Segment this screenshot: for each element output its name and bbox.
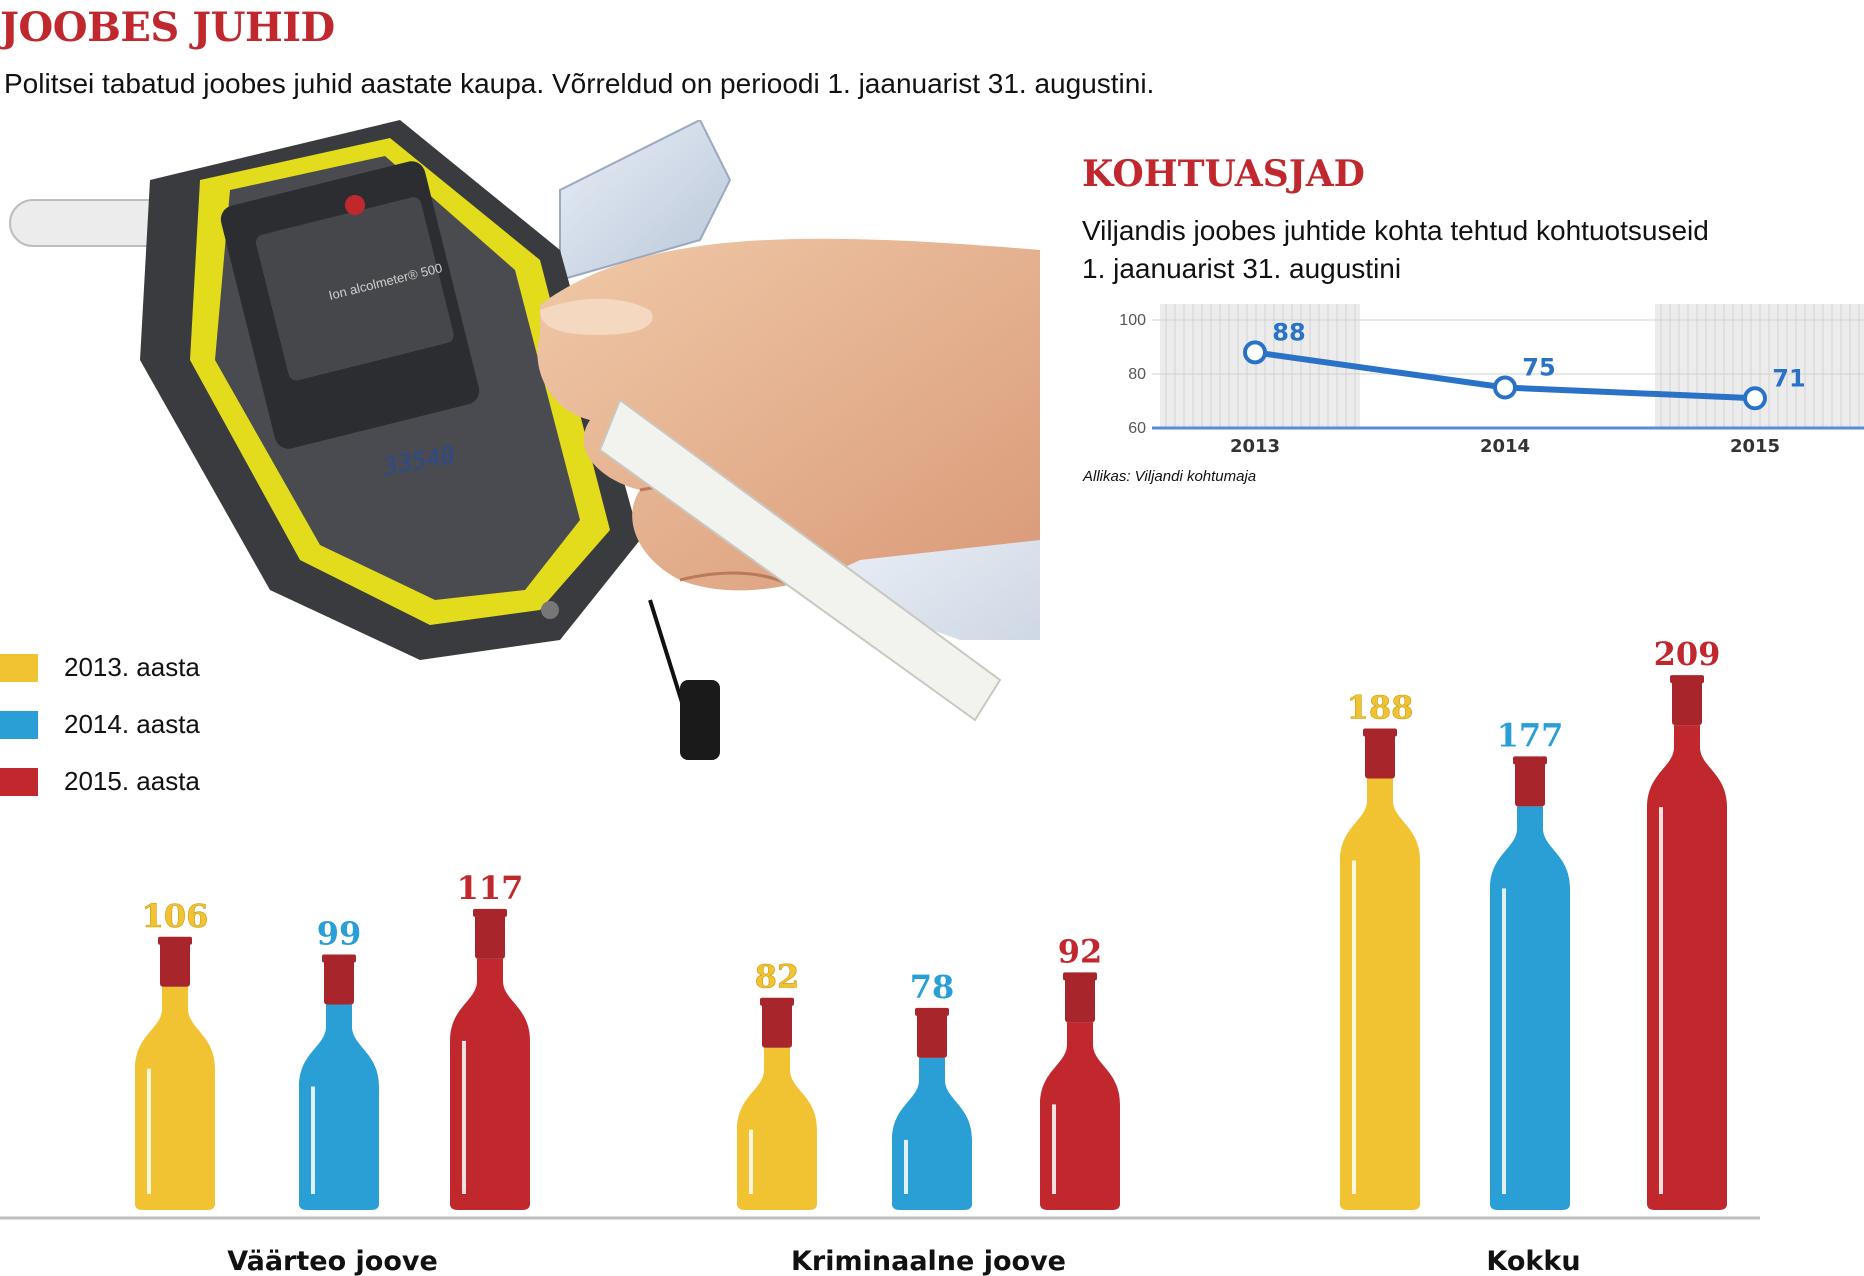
bottle-cap-rim	[1363, 728, 1397, 737]
legend-label-2014: 2014. aasta	[64, 709, 200, 739]
bottle-2-0	[1340, 728, 1420, 1210]
bottle-body	[135, 986, 215, 1210]
data-point	[1493, 375, 1517, 400]
court-cases-line-chart: 60 80 100 2013 2014 2015 88 75 71	[1119, 304, 1864, 457]
bottle-2-1	[1490, 756, 1570, 1210]
value-label: 78	[910, 968, 955, 1006]
bottle-body	[299, 1004, 379, 1210]
value-label: 177	[1497, 716, 1564, 754]
bottle-body	[1490, 806, 1570, 1210]
y-tick-label: 60	[1128, 420, 1146, 437]
value-label: 106	[142, 897, 209, 935]
bottle-body	[450, 958, 530, 1210]
bottle-cap-rim	[1063, 972, 1097, 981]
bottle-body	[1340, 778, 1420, 1210]
x-tick-label: 2013	[1230, 436, 1280, 457]
legend-label-2013: 2013. aasta	[64, 652, 200, 682]
y-tick-label: 100	[1119, 312, 1146, 329]
bottle-cap	[324, 958, 354, 1005]
page-subtitle: Politsei tabatud joobes juhid aastate ka…	[4, 68, 1155, 99]
value-label: 82	[755, 958, 800, 996]
page-title: JOOBES JUHID	[0, 4, 335, 51]
y-tick-label: 80	[1128, 366, 1146, 383]
bottle-cap-rim	[1513, 756, 1547, 765]
bottle-1-2	[1040, 972, 1120, 1210]
data-point	[1743, 386, 1767, 411]
source-note: Allikas: Viljandi kohtumaja	[1083, 468, 1257, 485]
value-label: 188	[1347, 688, 1414, 726]
legend-item-2015: 2015. aasta	[0, 764, 240, 800]
x-tick-label: 2014	[1480, 436, 1530, 457]
bottle-cap	[1065, 976, 1095, 1023]
value-label: 99	[317, 915, 362, 953]
x-tick-label: 2015	[1730, 436, 1780, 457]
breathalyzer-photo: Ion alcolmeter® 500 33540	[9, 120, 1040, 760]
hand	[537, 238, 1040, 591]
breathalyzer-device: Ion alcolmeter® 500 33540	[140, 120, 720, 760]
category-label: Kokku	[1486, 1246, 1580, 1276]
bottle-cap	[917, 1011, 947, 1058]
bottle-1-1	[892, 1007, 972, 1210]
bottle-cap-rim	[322, 954, 356, 963]
legend-item-2014: 2014. aasta	[0, 707, 240, 743]
bottle-body	[1040, 1022, 1120, 1210]
bottle-body	[1647, 725, 1727, 1210]
bottle-cap	[475, 912, 505, 959]
bottle-cap	[1515, 760, 1545, 807]
bottle-cap	[762, 1001, 792, 1048]
bottle-cap	[1365, 732, 1395, 779]
bottle-body	[737, 1047, 817, 1210]
court-cases-subtitle: Viljandis joobes juhtide kohta tehtud ko…	[1082, 212, 1862, 288]
court-cases-subtitle-line2: 1. jaanuarist 31. augustini	[1082, 253, 1402, 284]
value-label: 209	[1654, 635, 1721, 673]
legend-item-2013: 2013. aasta	[0, 650, 240, 686]
data-label: 75	[1522, 354, 1555, 382]
bottle-cap-rim	[1670, 675, 1704, 684]
bottle-0-0	[135, 936, 215, 1210]
category-label: Väärteo joove	[227, 1246, 438, 1276]
bottle-0-1	[299, 954, 379, 1210]
court-cases-title: KOHTUASJAD	[1082, 153, 1365, 195]
value-label: 92	[1058, 932, 1103, 970]
bottle-cap-rim	[473, 908, 507, 917]
legend-label-2015: 2015. aasta	[64, 766, 200, 796]
sample-tube	[598, 398, 1002, 722]
legend-swatch-2015	[0, 768, 38, 796]
value-label: 117	[457, 869, 524, 907]
bottle-2-2	[1647, 675, 1727, 1210]
bottle-body	[892, 1057, 972, 1210]
bottle-0-2	[450, 908, 530, 1210]
legend-swatch-2013	[0, 654, 38, 682]
shaded-panel	[1160, 304, 1360, 428]
bottle-bar-chart: 106 99 117 Väärteo joove 82 78 92 Kriminaalne j…	[0, 635, 1760, 1276]
court-cases-subtitle-line1: Viljandis joobes juhtide kohta tehtud ko…	[1082, 215, 1709, 246]
category-label: Kriminaalne joove	[791, 1246, 1066, 1276]
mouthpiece-tube	[9, 199, 171, 247]
legend-swatch-2014	[0, 711, 38, 739]
bottle-cap	[160, 940, 190, 987]
bottle-1-0	[737, 997, 817, 1210]
data-label: 88	[1272, 318, 1305, 346]
bottle-cap-rim	[158, 936, 192, 945]
bottle-cap-rim	[915, 1007, 949, 1016]
data-label: 71	[1772, 364, 1805, 392]
bottle-cap-rim	[760, 997, 794, 1006]
data-point	[1243, 340, 1267, 365]
bottle-cap	[1672, 679, 1702, 726]
